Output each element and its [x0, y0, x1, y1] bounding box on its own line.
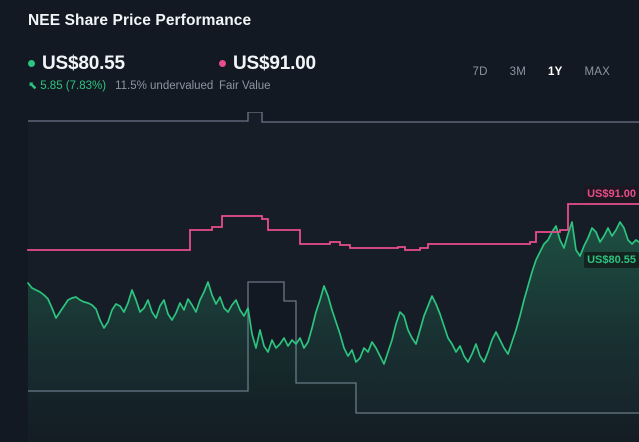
share-price-stat: US$80.55 ⬉ 5.85 (7.83%) 11.5% undervalue… [28, 52, 213, 92]
share-price-change-row: ⬉ 5.85 (7.83%) 11.5% undervalued [28, 80, 213, 92]
fair-value-caption-row: Fair Value [219, 80, 316, 92]
share-price-area [28, 222, 639, 442]
share-price-axis-label: US$80.55 [584, 252, 639, 268]
share-price-line [27, 221, 639, 365]
fair-value-axis-label: US$91.00 [584, 186, 639, 202]
fair-value-value: US$91.00 [233, 52, 316, 74]
fair-value-stat: US$91.00 Fair Value [219, 52, 316, 92]
arrow-up-icon: ⬉ [28, 79, 38, 92]
share-price-change: 5.85 (7.83%) [40, 80, 107, 92]
card-header: NEE Share Price Performance US$80.55 ⬉ 5… [0, 0, 639, 112]
range-tab-7d[interactable]: 7D [472, 66, 488, 78]
valuation-band-upper-line [28, 112, 639, 123]
pink-dot-icon [219, 59, 226, 67]
share-price-value: US$80.55 [42, 52, 125, 74]
range-tab-max[interactable]: MAX [584, 66, 610, 78]
chart-canvas [27, 112, 639, 442]
fair-value-label: Fair Value [219, 80, 271, 92]
fair-value-value-row: US$91.00 [219, 52, 316, 74]
price-chart[interactable]: US$91.00 US$80.55 [0, 112, 639, 442]
range-tab-3m[interactable]: 3M [509, 66, 526, 78]
share-price-value-row: US$80.55 [28, 52, 213, 74]
range-tab-1y[interactable]: 1Y [548, 66, 563, 78]
fair-value-line [27, 203, 639, 251]
valuation-note: 11.5% undervalued [115, 80, 214, 92]
time-range-selector[interactable]: 7D 3M 1Y MAX [462, 62, 622, 82]
green-dot-icon [28, 59, 35, 67]
page-title: NEE Share Price Performance [28, 12, 252, 29]
